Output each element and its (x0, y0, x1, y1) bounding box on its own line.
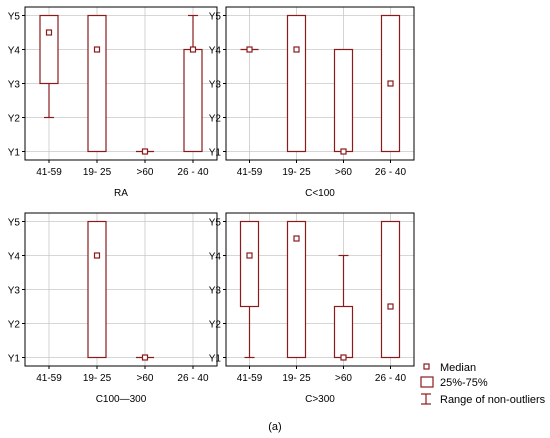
y-tick-label: Y3 (8, 80, 21, 91)
x-tick-label: 41-59 (36, 373, 62, 384)
x-axis-label: C<100 (305, 188, 335, 199)
x-axis-label: C>300 (305, 394, 335, 405)
figure-caption: (a) (268, 421, 281, 433)
y-tick-label: Y1 (209, 148, 222, 159)
box-41-59 (239, 220, 260, 359)
iqr-box (183, 48, 203, 153)
chart-panel-3: Y1 Y2 Y3 Y4 Y5 41-59 19- 25 >60 26 - 40 C100—300 (8, 212, 218, 405)
iqr-box (39, 14, 59, 85)
iqr-box (239, 220, 260, 308)
y-tick-label: Y4 (209, 46, 222, 57)
x-tick-label: 26 - 40 (375, 167, 407, 178)
x-tick-label: >60 (335, 373, 352, 384)
y-tick-label: Y4 (8, 46, 21, 57)
box-26-40 (380, 14, 401, 153)
median-marker (293, 46, 300, 53)
x-tick-label: 41-59 (237, 373, 263, 384)
x-tick-label: 41-59 (36, 167, 62, 178)
box--60 (333, 48, 354, 155)
x-tick-label: >60 (137, 373, 154, 384)
median-marker (141, 354, 149, 361)
box--60 (136, 148, 154, 155)
y-tick-label: Y1 (8, 354, 21, 365)
iqr-box (87, 14, 107, 153)
y-tick-label: Y1 (209, 354, 222, 365)
median-marker (340, 354, 347, 361)
box-19-25 (286, 14, 307, 153)
iqr-box (333, 48, 354, 153)
iqr-box (380, 220, 401, 359)
x-tick-label: >60 (137, 167, 154, 178)
median-marker (246, 46, 253, 53)
chart-panel-2: Y1 Y2 Y3 Y4 Y5 41-59 19- 25 >60 26 - 40 C<100 (209, 6, 415, 199)
x-tick-label: >60 (335, 167, 352, 178)
y-tick-label: Y4 (8, 252, 21, 263)
median-marker (45, 29, 53, 36)
legend: Median 25%-75% Range of non-outliers (420, 362, 546, 406)
box-19-25 (286, 220, 307, 359)
iqr-box (333, 305, 354, 359)
median-marker (93, 252, 101, 259)
median-marker (189, 46, 197, 53)
legend-box-label: 25%-75% (440, 377, 488, 389)
iqr-box (286, 220, 307, 359)
median-marker (387, 303, 394, 310)
median-marker (340, 148, 347, 155)
y-tick-label: Y3 (209, 80, 222, 91)
box-19-25 (87, 220, 107, 359)
y-tick-label: Y2 (8, 320, 21, 331)
iqr-box (286, 14, 307, 153)
y-tick-label: Y2 (209, 320, 222, 331)
y-tick-label: Y2 (209, 114, 222, 125)
x-tick-label: 19- 25 (83, 167, 112, 178)
x-tick-label: 26 - 40 (375, 373, 407, 384)
y-tick-label: Y5 (8, 218, 21, 229)
x-tick-label: 41-59 (237, 167, 263, 178)
y-tick-label: Y1 (8, 148, 21, 159)
median-marker (141, 148, 149, 155)
x-tick-label: 19- 25 (83, 373, 112, 384)
median-marker (293, 235, 300, 242)
chart-panel-1: Y1 Y2 Y3 Y4 Y5 41-59 19- 25 >60 26 - 40 RA (8, 6, 218, 199)
box-19-25 (87, 14, 107, 153)
iqr-box (87, 220, 107, 359)
box-41-59 (39, 14, 59, 119)
box--60 (136, 354, 154, 361)
x-axis-label: RA (114, 188, 128, 199)
y-tick-label: Y2 (8, 114, 21, 125)
x-axis-label: C100—300 (96, 394, 147, 405)
legend-whisker-label: Range of non-outliers (440, 394, 546, 406)
box-41-59 (240, 46, 259, 53)
y-tick-label: Y3 (8, 286, 21, 297)
y-tick-label: Y4 (209, 252, 222, 263)
x-tick-label: 26 - 40 (177, 373, 209, 384)
legend-median-label: Median (440, 362, 476, 374)
y-tick-label: Y3 (209, 286, 222, 297)
y-tick-label: Y5 (209, 12, 222, 23)
median-marker (387, 80, 394, 87)
median-marker (246, 252, 253, 259)
y-tick-label: Y5 (209, 218, 222, 229)
box-26-40 (183, 14, 203, 153)
box--60 (333, 254, 354, 361)
box-26-40 (380, 220, 401, 359)
legend-whisker-icon (421, 393, 431, 405)
x-tick-label: 26 - 40 (177, 167, 209, 178)
chart-panel-4: Y1 Y2 Y3 Y4 Y5 41-59 19- 25 >60 26 - 40 C>300 (209, 212, 415, 405)
x-tick-label: 19- 25 (282, 167, 311, 178)
legend-box-icon (420, 376, 434, 388)
legend-median-icon (423, 363, 430, 370)
x-tick-label: 19- 25 (282, 373, 311, 384)
y-tick-label: Y5 (8, 12, 21, 23)
median-marker (93, 46, 101, 53)
